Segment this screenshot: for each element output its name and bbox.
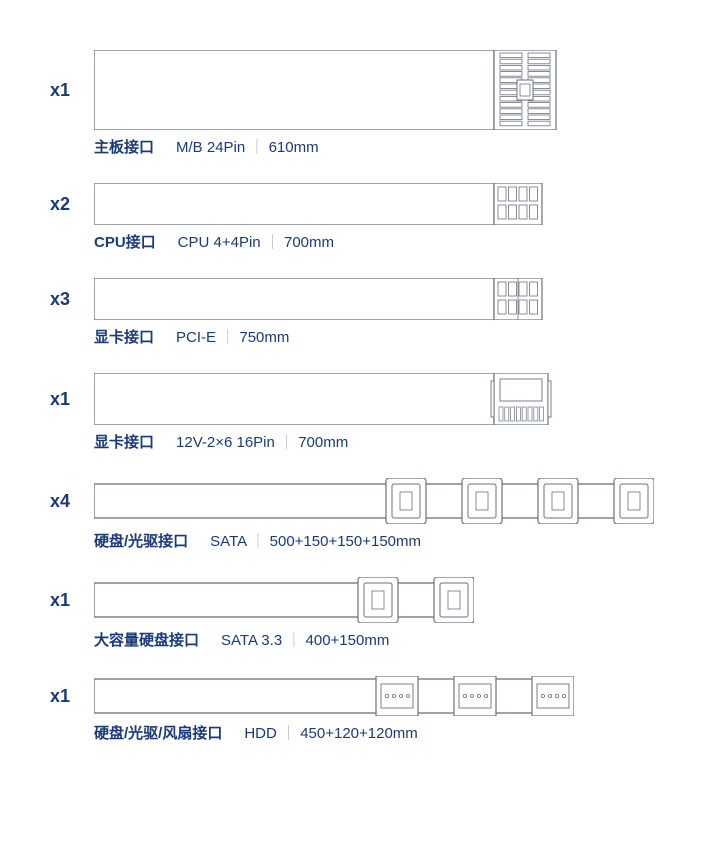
- cable-spec: SATA ｜ 500+150+150+150mm: [210, 530, 421, 551]
- cable-row: x1: [50, 373, 680, 425]
- cable-row: x4: [50, 478, 680, 524]
- cable-name: 大容量硬盘接口: [94, 629, 199, 650]
- cable-spec: 12V-2×6 16Pin ｜ 700mm: [176, 431, 348, 452]
- separator: ｜: [265, 234, 284, 251]
- cable-row: x1: [50, 50, 680, 130]
- cable-qty: x1: [50, 80, 88, 101]
- cable-diagram: [94, 278, 554, 320]
- cable-spec: HDD ｜ 450+120+120mm: [244, 722, 417, 743]
- cable-name: 显卡接口: [94, 431, 154, 452]
- cable-qty: x1: [50, 590, 88, 611]
- cable-spec: M/B 24Pin ｜ 610mm: [176, 136, 319, 157]
- separator: ｜: [250, 533, 269, 550]
- cable-label-row: 硬盘/光驱接口 SATA ｜ 500+150+150+150mm: [94, 530, 680, 551]
- cable-name: 硬盘/光驱/风扇接口: [94, 722, 222, 743]
- cable-qty: x4: [50, 491, 88, 512]
- cable-diagram: [94, 373, 554, 425]
- cable-spec: SATA 3.3 ｜ 400+150mm: [221, 629, 389, 650]
- cable-spec: CPU 4+4Pin ｜ 700mm: [178, 231, 334, 252]
- cable-row: x1: [50, 676, 680, 716]
- cable-qty: x1: [50, 389, 88, 410]
- separator: ｜: [281, 725, 300, 742]
- cable-qty: x3: [50, 289, 88, 310]
- separator: ｜: [286, 632, 305, 649]
- cable-diagram: [94, 676, 574, 716]
- separator: ｜: [220, 329, 239, 346]
- cable-qty: x1: [50, 686, 88, 707]
- cable-name: 主板接口: [94, 136, 154, 157]
- cable-name: 硬盘/光驱接口: [94, 530, 188, 551]
- separator: ｜: [249, 139, 268, 156]
- cable-label-row: 硬盘/光驱/风扇接口 HDD ｜ 450+120+120mm: [94, 722, 680, 743]
- cable-label-row: 大容量硬盘接口 SATA 3.3 ｜ 400+150mm: [94, 629, 680, 650]
- cable-row: x2: [50, 183, 680, 225]
- cable-label-row: CPU接口 CPU 4+4Pin ｜ 700mm: [94, 231, 680, 252]
- cable-diagram: [94, 478, 654, 524]
- cable-label-row: 显卡接口 PCI-E ｜ 750mm: [94, 326, 680, 347]
- cable-diagram: [94, 577, 474, 623]
- cable-qty: x2: [50, 194, 88, 215]
- cable-name: 显卡接口: [94, 326, 154, 347]
- cable-diagram: [94, 50, 574, 130]
- cable-row: x3: [50, 278, 680, 320]
- cable-diagram: [94, 183, 554, 225]
- cable-spec: PCI-E ｜ 750mm: [176, 326, 289, 347]
- cable-row: x1: [50, 577, 680, 623]
- cable-label-row: 主板接口 M/B 24Pin ｜ 610mm: [94, 136, 680, 157]
- cable-name: CPU接口: [94, 231, 156, 252]
- separator: ｜: [279, 434, 298, 451]
- cable-label-row: 显卡接口 12V-2×6 16Pin ｜ 700mm: [94, 431, 680, 452]
